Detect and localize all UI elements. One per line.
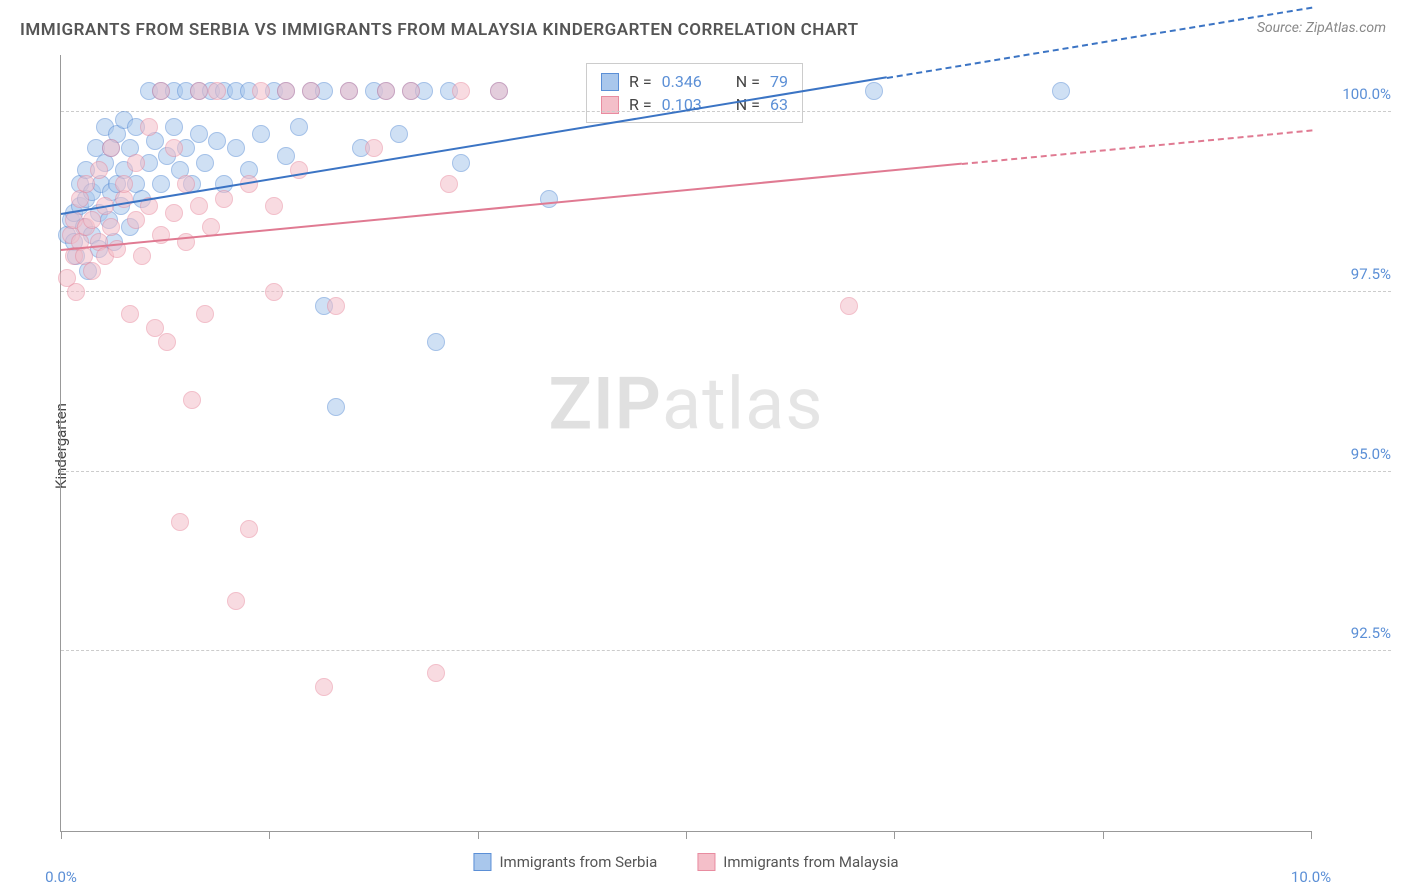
scatter-point xyxy=(152,175,170,193)
scatter-point xyxy=(1052,82,1070,100)
scatter-point xyxy=(290,118,308,136)
y-tick-label: 95.0% xyxy=(1321,445,1391,463)
scatter-point xyxy=(402,82,420,100)
scatter-point xyxy=(252,82,270,100)
trend-line-dashed xyxy=(962,129,1312,165)
scatter-point xyxy=(327,398,345,416)
scatter-point xyxy=(77,175,95,193)
legend-label: Immigrants from Serbia xyxy=(499,853,657,871)
x-tick-label: 10.0% xyxy=(1291,868,1331,886)
scatter-point xyxy=(152,82,170,100)
scatter-point xyxy=(840,297,858,315)
legend-item: Immigrants from Malaysia xyxy=(697,853,898,871)
bottom-legend: Immigrants from Serbia Immigrants from Ma… xyxy=(473,853,898,871)
scatter-point xyxy=(365,139,383,157)
scatter-point xyxy=(83,211,101,229)
x-tick xyxy=(1311,831,1312,839)
scatter-point xyxy=(190,197,208,215)
scatter-point xyxy=(83,262,101,280)
scatter-point xyxy=(115,175,133,193)
gridline xyxy=(61,650,1391,651)
scatter-point xyxy=(315,678,333,696)
x-tick xyxy=(478,831,479,839)
x-tick-label: 0.0% xyxy=(45,868,77,886)
scatter-point xyxy=(190,82,208,100)
scatter-point xyxy=(277,82,295,100)
chart-source: Source: ZipAtlas.com xyxy=(1257,20,1386,36)
scatter-point xyxy=(265,197,283,215)
legend-item: Immigrants from Serbia xyxy=(473,853,657,871)
scatter-point xyxy=(427,333,445,351)
legend-label: Immigrants from Malaysia xyxy=(723,853,898,871)
scatter-point xyxy=(196,305,214,323)
scatter-point xyxy=(240,520,258,538)
scatter-point xyxy=(165,204,183,222)
y-tick-label: 97.5% xyxy=(1321,265,1391,283)
scatter-point xyxy=(67,283,85,301)
scatter-point xyxy=(158,333,176,351)
scatter-point xyxy=(302,82,320,100)
scatter-point xyxy=(90,161,108,179)
scatter-point xyxy=(540,190,558,208)
scatter-point xyxy=(452,154,470,172)
scatter-point xyxy=(452,82,470,100)
scatter-point xyxy=(440,175,458,193)
x-tick xyxy=(894,831,895,839)
scatter-point xyxy=(208,132,226,150)
scatter-point xyxy=(377,82,395,100)
scatter-point xyxy=(127,211,145,229)
scatter-point xyxy=(165,118,183,136)
stats-r-value: 0.346 xyxy=(662,72,702,91)
y-tick-label: 100.0% xyxy=(1321,85,1391,103)
scatter-point xyxy=(227,592,245,610)
scatter-point xyxy=(208,82,226,100)
scatter-point xyxy=(390,125,408,143)
scatter-point xyxy=(427,664,445,682)
x-tick xyxy=(686,831,687,839)
x-tick xyxy=(269,831,270,839)
scatter-point xyxy=(227,139,245,157)
gridline xyxy=(61,291,1391,292)
scatter-point xyxy=(127,154,145,172)
scatter-point xyxy=(190,125,208,143)
stats-legend-box: R =0.346N =79R =0.103N =63 xyxy=(586,63,803,123)
y-tick-label: 92.5% xyxy=(1321,624,1391,642)
stats-n-value: 79 xyxy=(770,72,788,91)
trend-line-dashed xyxy=(886,6,1312,78)
scatter-point xyxy=(252,125,270,143)
scatter-point xyxy=(102,218,120,236)
legend-swatch xyxy=(473,853,491,871)
chart-title: IMMIGRANTS FROM SERBIA VS IMMIGRANTS FRO… xyxy=(20,20,859,40)
watermark: ZIPatlas xyxy=(548,362,823,447)
stats-row: R = 0.346 N = 79 xyxy=(601,70,788,93)
x-tick xyxy=(1103,831,1104,839)
stats-n-label: N = xyxy=(736,72,760,91)
scatter-point xyxy=(140,118,158,136)
plot-area: ZIPatlas R =0.346N =79R =0.103N =63 Immi… xyxy=(60,55,1311,832)
gridline xyxy=(61,471,1391,472)
legend-swatch xyxy=(697,853,715,871)
x-tick xyxy=(61,831,62,839)
scatter-point xyxy=(265,283,283,301)
scatter-point xyxy=(196,154,214,172)
legend-swatch xyxy=(601,73,619,91)
scatter-point xyxy=(102,139,120,157)
scatter-point xyxy=(490,82,508,100)
scatter-point xyxy=(133,247,151,265)
correlation-chart: IMMIGRANTS FROM SERBIA VS IMMIGRANTS FRO… xyxy=(0,0,1406,892)
scatter-point xyxy=(121,305,139,323)
scatter-point xyxy=(165,139,183,157)
stats-r-label: R = xyxy=(629,72,652,91)
scatter-point xyxy=(865,82,883,100)
scatter-point xyxy=(340,82,358,100)
scatter-point xyxy=(327,297,345,315)
scatter-point xyxy=(215,190,233,208)
scatter-point xyxy=(171,513,189,531)
scatter-point xyxy=(183,391,201,409)
gridline xyxy=(61,111,1391,112)
